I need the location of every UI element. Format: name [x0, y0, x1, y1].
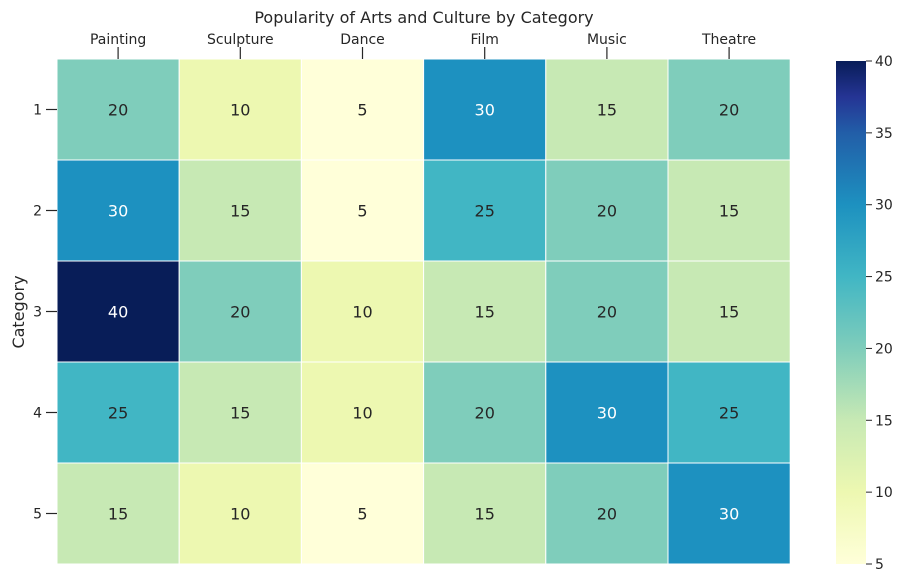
cell-value-label: 25 — [719, 404, 739, 423]
cell-value-label: 15 — [230, 202, 250, 221]
x-tick-label: Music — [587, 32, 627, 48]
cell-value-label: 20 — [597, 202, 617, 221]
colorbar-tick-label: 25 — [875, 270, 893, 286]
colorbar-tick-label: 15 — [875, 413, 893, 429]
y-axis-label: Category — [9, 275, 28, 348]
cell-value-label: 30 — [719, 505, 739, 524]
cell-value-label: 20 — [108, 101, 128, 120]
x-tick-label: Theatre — [701, 32, 756, 48]
cell-value-label: 10 — [230, 505, 250, 524]
colorbar-tick-label: 40 — [875, 54, 893, 70]
cell-value-label: 10 — [230, 101, 250, 120]
cell-value-label: 15 — [719, 202, 739, 221]
cell-value-label: 15 — [475, 303, 495, 322]
colorbar-tick-label: 35 — [875, 126, 893, 142]
cell-value-label: 10 — [352, 303, 372, 322]
cell-value-label: 20 — [475, 404, 495, 423]
colorbar-axis: 5 10 15 20 25 30 35 40 — [866, 54, 893, 573]
cell-value-label: 20 — [597, 303, 617, 322]
cell-value-label: 5 — [357, 505, 367, 524]
cell-value-label: 20 — [230, 303, 250, 322]
cell-value-label: 10 — [352, 404, 372, 423]
cell-value-label: 5 — [357, 101, 367, 120]
x-tick-label: Sculpture — [207, 32, 274, 48]
x-tick-label: Dance — [340, 32, 385, 48]
colorbar-tick-label: 10 — [875, 485, 893, 501]
y-axis: 1 2 3 4 5 — [33, 103, 57, 523]
colorbar — [836, 61, 866, 564]
y-tick-label: 5 — [33, 507, 42, 523]
y-tick-label: 1 — [33, 103, 42, 119]
x-tick-label: Painting — [90, 32, 146, 48]
chart-title: Popularity of Arts and Culture by Catego… — [254, 8, 593, 27]
cell-value-label: 15 — [597, 101, 617, 120]
cell-value-label: 15 — [475, 505, 495, 524]
cell-value-label: 20 — [719, 101, 739, 120]
x-tick-label: Film — [470, 32, 498, 48]
cell-value-label: 30 — [475, 101, 495, 120]
cell-value-label: 15 — [108, 505, 128, 524]
colorbar-tick-label: 30 — [875, 198, 893, 214]
cell-value-label: 40 — [108, 303, 128, 322]
cell-value-label: 25 — [108, 404, 128, 423]
cell-value-label: 30 — [597, 404, 617, 423]
y-tick-label: 4 — [33, 406, 42, 422]
x-axis: Painting Sculpture Dance Film Music Theatre — [90, 32, 756, 59]
cell-value-label: 25 — [475, 202, 495, 221]
y-tick-label: 3 — [33, 305, 42, 321]
cell-value-label: 20 — [597, 505, 617, 524]
cell-value-label: 5 — [357, 202, 367, 221]
colorbar-tick-label: 5 — [875, 557, 884, 573]
heatmap-cells: 20 10 5 30 15 20 30 15 5 25 20 15 40 20 10 15 20 15 25 15 10… — [57, 59, 790, 564]
cell-value-label: 30 — [108, 202, 128, 221]
cell-value-label: 15 — [230, 404, 250, 423]
y-tick-label: 2 — [33, 204, 42, 220]
colorbar-tick-label: 20 — [875, 341, 893, 357]
cell-value-label: 15 — [719, 303, 739, 322]
